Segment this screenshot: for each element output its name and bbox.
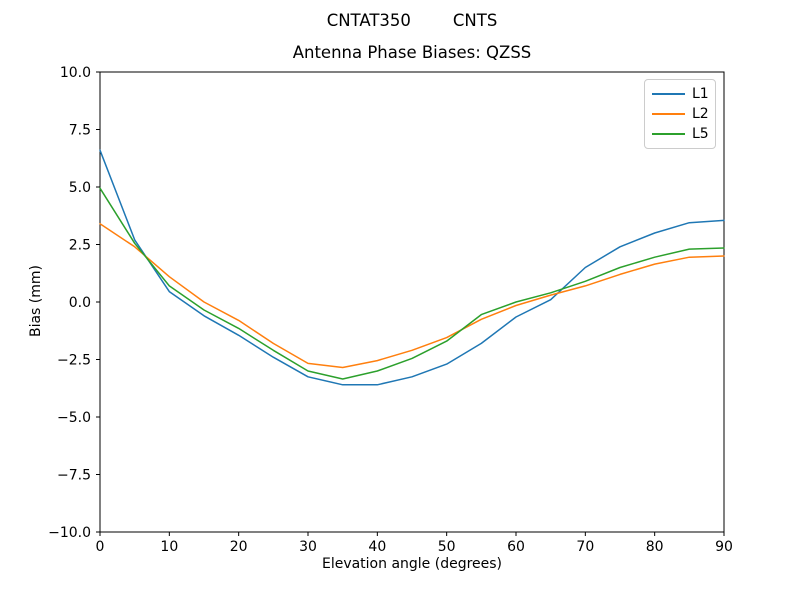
- legend-item-l2: L2: [652, 104, 709, 124]
- figure-title: CNTAT350 CNTS: [326, 11, 498, 30]
- y-tick-label: −10.0: [48, 525, 91, 541]
- legend-label-l5: L5: [692, 126, 709, 142]
- x-tick-label: 40: [368, 539, 386, 555]
- series-line-l5: [99, 187, 725, 380]
- x-tick-label: 60: [507, 539, 525, 555]
- x-tick-label: 90: [715, 539, 733, 555]
- x-tick-label: 50: [438, 539, 456, 555]
- legend-item-l1: L1: [652, 84, 709, 104]
- legend-line-l5-icon: [652, 133, 685, 135]
- legend-line-l1-icon: [652, 93, 685, 95]
- legend: L1 L2 L5: [644, 79, 716, 149]
- y-tick-label: −5.0: [57, 410, 91, 426]
- y-tick-label: 2.5: [69, 238, 91, 254]
- y-tick-label: 7.5: [69, 123, 91, 139]
- legend-label-l2: L2: [692, 106, 709, 122]
- x-tick-label: 0: [96, 539, 105, 555]
- x-tick-label: 30: [299, 539, 317, 555]
- y-tick-label: 10.0: [60, 65, 91, 81]
- series-line-l2: [99, 223, 725, 369]
- series-line-l1: [99, 149, 725, 386]
- legend-line-l2-icon: [652, 113, 685, 115]
- x-tick-label: 10: [160, 539, 178, 555]
- x-axis-label: Elevation angle (degrees): [321, 556, 503, 572]
- axes-title: Antenna Phase Biases: QZSS: [292, 43, 532, 62]
- y-tick-label: 0.0: [69, 295, 91, 311]
- x-tick-label: 20: [230, 539, 248, 555]
- y-tick-label: −2.5: [57, 353, 91, 369]
- y-tick-label: 5.0: [69, 180, 91, 196]
- x-tick-label: 80: [646, 539, 664, 555]
- y-tick-label: −7.5: [57, 468, 91, 484]
- legend-label-l1: L1: [692, 86, 709, 102]
- x-tick-label: 70: [576, 539, 594, 555]
- legend-item-l5: L5: [652, 124, 709, 144]
